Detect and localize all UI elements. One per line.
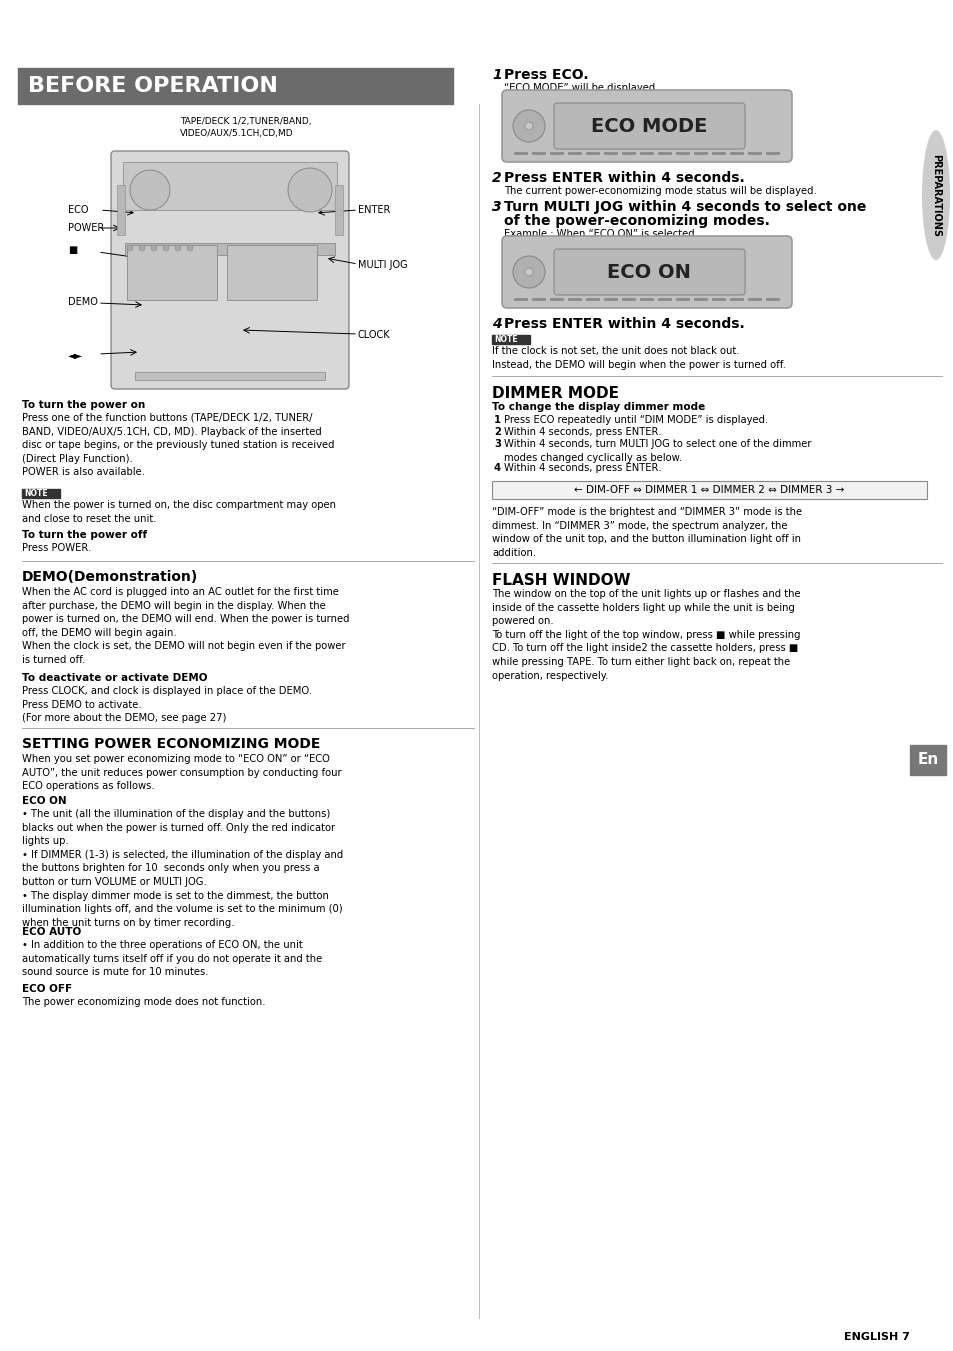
- Circle shape: [513, 109, 544, 142]
- Text: FLASH WINDOW: FLASH WINDOW: [492, 573, 630, 588]
- Text: 4: 4: [494, 463, 500, 473]
- Text: TAPE/DECK 1/2,TUNER/BAND,: TAPE/DECK 1/2,TUNER/BAND,: [180, 118, 312, 126]
- Text: The current power-economizing mode status will be displayed.: The current power-economizing mode statu…: [503, 186, 816, 196]
- Bar: [227, 245, 316, 300]
- Text: Press ​CLOCK​, and clock is displayed in place of the DEMO.
Press ​DEMO​ to acti: Press ​CLOCK​, and clock is displayed in…: [22, 686, 312, 723]
- Circle shape: [139, 245, 145, 251]
- Text: VIDEO/AUX/5.1CH,CD,MD: VIDEO/AUX/5.1CH,CD,MD: [180, 128, 294, 138]
- Text: ECO ON: ECO ON: [22, 796, 67, 807]
- FancyBboxPatch shape: [554, 103, 744, 149]
- Text: When you set power economizing mode to “ECO ON” or “ECO
AUTO”, the unit reduces : When you set power economizing mode to “…: [22, 754, 341, 792]
- Circle shape: [524, 122, 533, 130]
- FancyBboxPatch shape: [111, 151, 349, 389]
- Text: MULTI JOG: MULTI JOG: [357, 259, 407, 270]
- Text: To turn the power off: To turn the power off: [22, 530, 147, 540]
- Bar: [123, 162, 336, 209]
- Text: POWER: POWER: [68, 223, 104, 232]
- Text: CLOCK: CLOCK: [357, 330, 390, 340]
- Bar: [125, 243, 335, 255]
- Text: ECO: ECO: [68, 205, 89, 215]
- Text: • In addition to the three operations of ECO ON, the unit
automatically turns it: • In addition to the three operations of…: [22, 940, 322, 977]
- Text: • The unit (all the illumination of the display and the buttons)
blacks out when: • The unit (all the illumination of the …: [22, 809, 343, 928]
- Bar: [492, 481, 926, 499]
- Text: ENTER: ENTER: [357, 205, 390, 215]
- Text: Example : When “ECO ON” is selected.: Example : When “ECO ON” is selected.: [503, 230, 698, 239]
- Text: The power economizing mode does not function.: The power economizing mode does not func…: [22, 997, 265, 1006]
- Text: Press ECO.: Press ECO.: [503, 68, 588, 82]
- Bar: [18, 68, 453, 104]
- Bar: [117, 185, 125, 235]
- Text: PREPARATIONS: PREPARATIONS: [930, 154, 940, 236]
- Text: NOTE: NOTE: [494, 335, 517, 343]
- Bar: [135, 372, 325, 380]
- Circle shape: [288, 168, 332, 212]
- Bar: [909, 744, 945, 775]
- Circle shape: [130, 170, 170, 209]
- Text: To change the display dimmer mode: To change the display dimmer mode: [492, 403, 704, 412]
- FancyBboxPatch shape: [501, 236, 791, 308]
- Text: When the power is turned on, the disc compartment may open
and close to reset th: When the power is turned on, the disc co…: [22, 500, 335, 524]
- Circle shape: [163, 245, 169, 251]
- FancyBboxPatch shape: [501, 91, 791, 162]
- Text: 3: 3: [492, 200, 501, 213]
- Text: ← DIM-OFF ⇔ DIMMER 1 ⇔ DIMMER 2 ⇔ DIMMER 3 →: ← DIM-OFF ⇔ DIMMER 1 ⇔ DIMMER 2 ⇔ DIMMER…: [573, 485, 843, 494]
- FancyBboxPatch shape: [554, 249, 744, 295]
- Text: “ECO MODE” will be displayed.: “ECO MODE” will be displayed.: [503, 82, 658, 93]
- Circle shape: [524, 267, 533, 276]
- Text: ECO MODE: ECO MODE: [590, 116, 706, 135]
- Text: ■: ■: [68, 245, 77, 255]
- Bar: [127, 245, 216, 300]
- Text: Press ENTER within 4 seconds.: Press ENTER within 4 seconds.: [503, 172, 744, 185]
- Text: 1: 1: [494, 415, 500, 426]
- Text: Press ​ECO​ repeatedly until “DIM MODE” is displayed.: Press ​ECO​ repeatedly until “DIM MODE” …: [503, 415, 767, 426]
- Text: “DIM-OFF” mode is the brightest and “DIMMER 3” mode is the
dimmest. In “DIMMER 3: “DIM-OFF” mode is the brightest and “DIM…: [492, 507, 801, 558]
- Text: DEMO: DEMO: [68, 297, 98, 307]
- Text: DIMMER MODE: DIMMER MODE: [492, 386, 618, 401]
- Text: To turn the power on: To turn the power on: [22, 400, 145, 409]
- Text: Press ​POWER​.: Press ​POWER​.: [22, 543, 91, 553]
- Text: DEMO(Demonstration): DEMO(Demonstration): [22, 570, 198, 584]
- Text: 2: 2: [492, 172, 501, 185]
- Circle shape: [513, 255, 544, 288]
- Text: ECO OFF: ECO OFF: [22, 984, 72, 994]
- Bar: [22, 489, 60, 499]
- Text: ECO AUTO: ECO AUTO: [22, 927, 81, 938]
- Text: ENGLISH 7: ENGLISH 7: [843, 1332, 909, 1342]
- Text: To deactivate or activate DEMO: To deactivate or activate DEMO: [22, 673, 208, 684]
- Ellipse shape: [921, 130, 949, 259]
- Text: 2: 2: [494, 427, 500, 436]
- Circle shape: [151, 245, 157, 251]
- Text: Press one of the function buttons (​TAPE/DECK 1/2​, ​TUNER/
BAND​, ​VIDEO/AUX/5.: Press one of the function buttons (​TAPE…: [22, 413, 335, 477]
- Text: 3: 3: [494, 439, 500, 449]
- Circle shape: [187, 245, 193, 251]
- Text: Turn MULTI JOG within 4 seconds to select one: Turn MULTI JOG within 4 seconds to selec…: [503, 200, 865, 213]
- Text: 4: 4: [492, 317, 501, 331]
- Text: When the AC cord is plugged into an AC outlet for the first time
after purchase,: When the AC cord is plugged into an AC o…: [22, 586, 349, 665]
- Text: 1: 1: [492, 68, 501, 82]
- Bar: [492, 335, 530, 345]
- Circle shape: [127, 245, 132, 251]
- Text: Within 4 seconds, press ​ENTER​.: Within 4 seconds, press ​ENTER​.: [503, 427, 661, 436]
- Text: BEFORE OPERATION: BEFORE OPERATION: [28, 76, 277, 96]
- Bar: [335, 185, 343, 235]
- Text: ◄►: ◄►: [68, 350, 83, 359]
- Text: NOTE: NOTE: [24, 489, 48, 497]
- Text: of the power-economizing modes.: of the power-economizing modes.: [503, 213, 769, 228]
- Text: SETTING POWER ECONOMIZING MODE: SETTING POWER ECONOMIZING MODE: [22, 738, 320, 751]
- Text: Within 4 seconds, turn ​MULTI JOG​ to select one of the dimmer
modes changed cyc: Within 4 seconds, turn ​MULTI JOG​ to se…: [503, 439, 811, 462]
- Text: En: En: [917, 753, 938, 767]
- Circle shape: [174, 245, 181, 251]
- Text: Within 4 seconds, press ​ENTER​.: Within 4 seconds, press ​ENTER​.: [503, 463, 661, 473]
- Text: Press ENTER within 4 seconds.: Press ENTER within 4 seconds.: [503, 317, 744, 331]
- Text: The window on the top of the unit lights up or flashes and the
inside of the cas: The window on the top of the unit lights…: [492, 589, 800, 681]
- Text: ECO ON: ECO ON: [606, 262, 690, 281]
- Text: If the clock is not set, the unit does not black out.
Instead, the DEMO will beg: If the clock is not set, the unit does n…: [492, 346, 785, 370]
